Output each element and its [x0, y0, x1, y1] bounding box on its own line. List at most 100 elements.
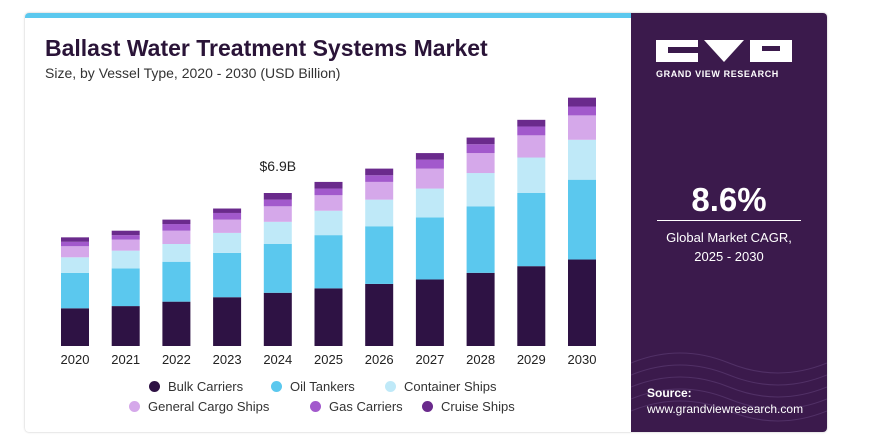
bar-segment-2022-bulk-carriers — [162, 301, 191, 346]
x-tick-label-2022: 2022 — [162, 352, 191, 367]
bar-segment-2026-cruise-ships — [365, 168, 394, 176]
bar-segment-2029-bulk-carriers — [517, 266, 546, 346]
bar-segment-2028-gas-carriers — [466, 144, 495, 154]
brand-name: GRAND VIEW RESEARCH — [656, 69, 779, 79]
bar-segment-2025-oil-tankers — [314, 235, 343, 289]
bar-segment-2026-container-ships — [365, 199, 394, 227]
bar-segment-2025-cruise-ships — [314, 181, 343, 189]
legend-label: Gas Carriers — [329, 399, 403, 414]
x-tick-label-2021: 2021 — [111, 352, 140, 367]
cagr-divider — [657, 220, 801, 221]
bar-segment-2024-oil-tankers — [263, 244, 292, 293]
bar-segment-2023-gas-carriers — [213, 212, 242, 220]
source-label: Source: — [647, 386, 692, 400]
legend-swatch — [129, 401, 140, 412]
bar-segment-2026-oil-tankers — [365, 226, 394, 284]
legend-item-cruise-ships: Cruise Ships — [422, 399, 515, 414]
grand-view-research-logo: GRAND VIEW RESEARCH — [656, 40, 806, 79]
legend-swatch — [422, 401, 433, 412]
bar-segment-2023-container-ships — [213, 232, 242, 253]
bar-segment-2021-cruise-ships — [111, 230, 140, 236]
legend-item-gas-carriers: Gas Carriers — [310, 399, 403, 414]
legend-item-container-ships: Container Ships — [385, 379, 497, 394]
stacked-bar-chart: 2020 2021 2022 2023 2024 $6.9B 2025 2026 2027 202… — [61, 97, 597, 367]
legend-label: Cruise Ships — [441, 399, 515, 414]
legend-label: General Cargo Ships — [148, 399, 270, 414]
legend-item-bulk-carriers: Bulk Carriers — [149, 379, 243, 394]
bar-segment-2027-gas-carriers — [415, 159, 444, 169]
x-tick-label-2027: 2027 — [415, 352, 444, 367]
side-panel: GRAND VIEW RESEARCH 8.6% Global Market C… — [631, 13, 827, 432]
bar-segment-2021-container-ships — [111, 250, 140, 269]
chart-title: Ballast Water Treatment Systems Market — [45, 35, 488, 61]
logo-mark-icon — [656, 40, 806, 62]
cagr-label-line2: 2025 - 2030 — [694, 249, 764, 264]
bar-segment-2024-container-ships — [263, 221, 292, 244]
bar-segment-2029-container-ships — [517, 157, 546, 193]
accent-stripe — [25, 13, 631, 18]
bar-segment-2023-bulk-carriers — [213, 297, 242, 346]
x-tick-label-2030: 2030 — [568, 352, 597, 367]
bar-segment-2024-bulk-carriers — [263, 292, 292, 346]
x-tick-label-2025: 2025 — [314, 352, 343, 367]
bar-segment-2028-container-ships — [466, 173, 495, 207]
bar-segment-2020-bulk-carriers — [61, 308, 89, 346]
bar-segment-2021-bulk-carriers — [111, 306, 140, 346]
bar-segment-2021-gas-carriers — [111, 235, 140, 240]
legend-label: Container Ships — [404, 379, 497, 394]
bar-segment-2023-cruise-ships — [213, 208, 242, 213]
bar-segment-2029-general-cargo-ships — [517, 135, 546, 158]
bar-segment-2022-cruise-ships — [162, 219, 191, 225]
bar-segment-2021-oil-tankers — [111, 268, 140, 307]
bar-segment-2022-general-cargo-ships — [162, 230, 191, 244]
source-link[interactable]: www.grandviewresearch.com — [647, 402, 804, 416]
cagr-label: Global Market CAGR, 2025 - 2030 — [631, 228, 827, 266]
bar-segment-2026-gas-carriers — [365, 175, 394, 182]
bar-segment-2023-oil-tankers — [213, 252, 242, 298]
bar-segment-2030-cruise-ships — [568, 97, 596, 107]
bar-segment-2030-gas-carriers — [568, 106, 596, 116]
bar-segment-2020-oil-tankers — [61, 272, 89, 309]
bar-segment-2030-oil-tankers — [568, 179, 596, 260]
bar-segment-2020-container-ships — [61, 257, 89, 273]
legend-swatch — [149, 381, 160, 392]
bar-segment-2024-gas-carriers — [263, 199, 292, 207]
legend-item-general-cargo-ships: General Cargo Ships — [129, 399, 269, 414]
bar-segment-2030-general-cargo-ships — [568, 115, 596, 140]
bar-segment-2029-cruise-ships — [517, 119, 546, 127]
bar-segment-2020-general-cargo-ships — [61, 246, 89, 258]
bar-segment-2027-bulk-carriers — [415, 279, 444, 346]
bar-segment-2022-gas-carriers — [162, 224, 191, 231]
bar-segment-2025-container-ships — [314, 210, 343, 236]
bar-segment-2025-general-cargo-ships — [314, 195, 343, 211]
bar-segment-2020-cruise-ships — [61, 237, 89, 242]
bar-segment-2027-general-cargo-ships — [415, 168, 444, 189]
bar-segment-2029-gas-carriers — [517, 126, 546, 136]
chart-card: Ballast Water Treatment Systems Market S… — [25, 13, 827, 432]
x-tick-label-2026: 2026 — [365, 352, 394, 367]
bar-segment-2025-bulk-carriers — [314, 288, 343, 346]
bar-segment-2025-gas-carriers — [314, 188, 343, 196]
bar-segment-2022-oil-tankers — [162, 261, 191, 302]
bar-segment-2028-general-cargo-ships — [466, 153, 495, 174]
bar-segment-2026-general-cargo-ships — [365, 181, 394, 200]
legend-swatch — [271, 381, 282, 392]
bar-segment-2023-general-cargo-ships — [213, 219, 242, 233]
legend-item-oil-tankers: Oil Tankers — [271, 379, 355, 394]
x-tick-label-2028: 2028 — [466, 352, 495, 367]
bar-segment-2020-gas-carriers — [61, 241, 89, 247]
x-tick-label-2024: 2024 — [263, 352, 292, 367]
wave-pattern — [631, 352, 827, 422]
bar-segment-2027-oil-tankers — [415, 217, 444, 280]
bar-segment-2026-bulk-carriers — [365, 283, 394, 346]
bar-segment-2027-cruise-ships — [415, 153, 444, 160]
legend-label: Oil Tankers — [290, 379, 355, 394]
bar-segment-2030-container-ships — [568, 139, 596, 180]
legend-swatch — [385, 381, 396, 392]
x-tick-label-2023: 2023 — [213, 352, 242, 367]
bar-segment-2028-bulk-carriers — [466, 272, 495, 346]
legend-swatch — [310, 401, 321, 412]
legend-label: Bulk Carriers — [168, 379, 244, 394]
x-tick-label-2020: 2020 — [61, 352, 90, 367]
data-label-2024: $6.9B — [260, 158, 297, 174]
